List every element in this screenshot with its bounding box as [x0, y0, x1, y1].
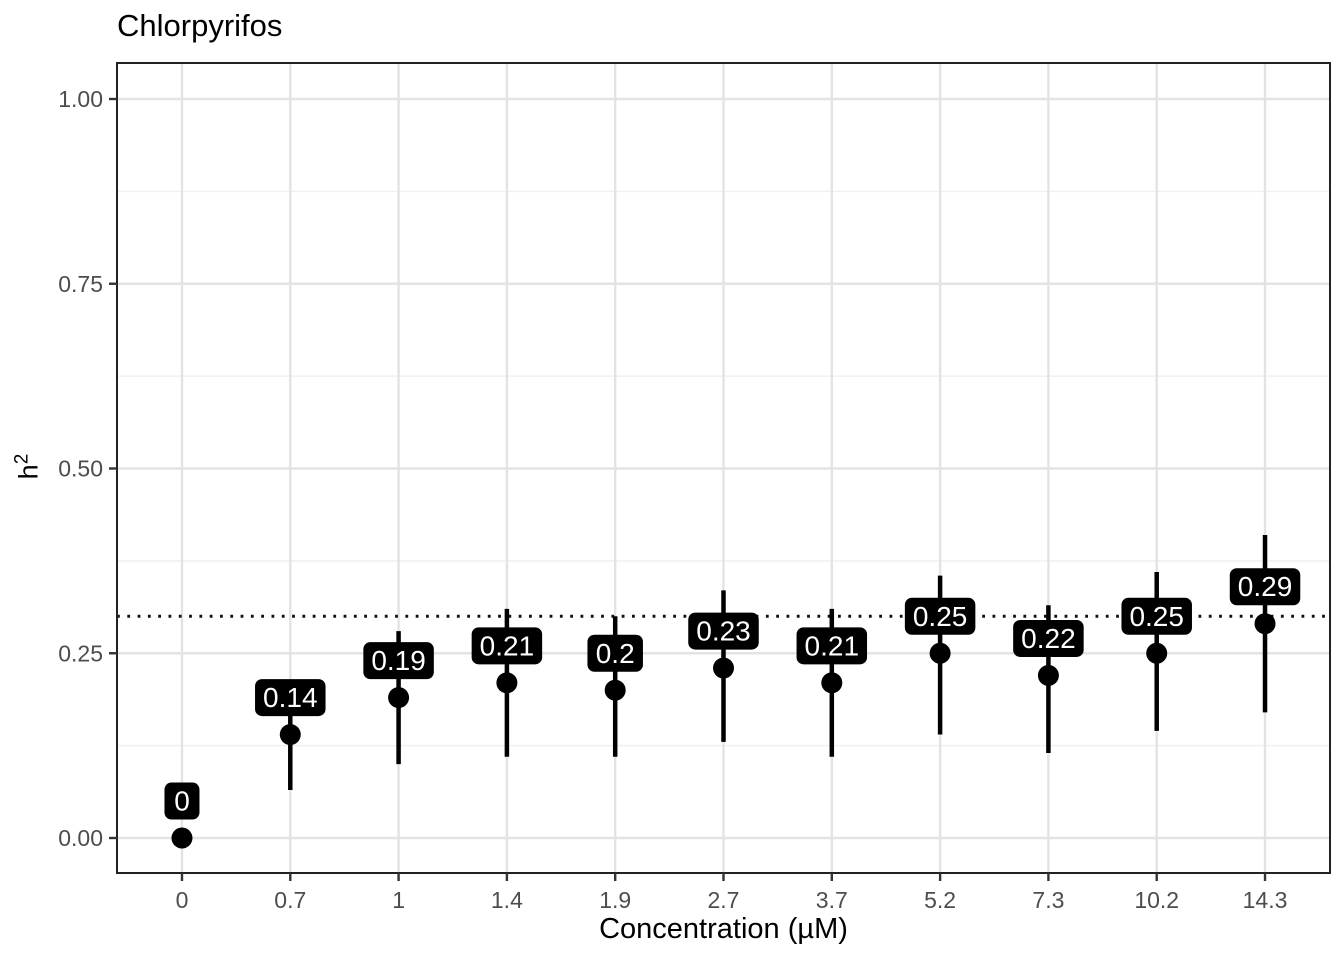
- data-point: [929, 642, 951, 664]
- point-label-value: 0.19: [371, 645, 426, 676]
- point-label-value: 0: [174, 786, 190, 817]
- x-tick-label: 2.7: [708, 887, 740, 913]
- point-label: 0: [164, 782, 200, 820]
- x-tick-label: 1: [392, 887, 405, 913]
- point-label: 0.21: [471, 627, 543, 665]
- point-label-box: [1229, 568, 1301, 606]
- y-axis-title-sup: 2: [11, 453, 33, 465]
- point-label-box: [471, 627, 543, 665]
- x-axis-title: Concentration (µM): [599, 913, 848, 945]
- point-label: 0.19: [363, 642, 434, 680]
- data-point: [388, 687, 410, 709]
- plot-title: Chlorpyrifos: [117, 8, 283, 43]
- point-label-value: 0.22: [1021, 623, 1076, 654]
- data-point: [1146, 642, 1168, 664]
- data-point: [713, 657, 734, 679]
- point-label-box: [164, 782, 200, 820]
- point-label-box: [363, 642, 434, 680]
- y-axis-title-base: h: [13, 464, 44, 480]
- data-point: [1037, 664, 1059, 686]
- point-label: 0.25: [1121, 597, 1192, 635]
- point-label-value: 0.14: [263, 682, 318, 713]
- x-tick-label: 10.2: [1134, 887, 1179, 913]
- y-tick-label: 0.75: [58, 271, 103, 297]
- point-label-box: [904, 597, 976, 635]
- point-label: 0.29: [1229, 568, 1301, 606]
- x-tick-label: 3.7: [816, 887, 848, 913]
- point-label: 0.23: [688, 612, 759, 650]
- y-axis-title: h2: [12, 392, 45, 542]
- data-point: [604, 679, 626, 701]
- point-label: 0.14: [255, 679, 326, 717]
- point-label-value: 0.21: [480, 630, 535, 661]
- y-tick-label: 0.25: [58, 640, 103, 666]
- x-tick-label: 14.3: [1243, 887, 1288, 913]
- point-label-box: [587, 634, 643, 672]
- point-label-box: [796, 627, 868, 665]
- point-label: 0.22: [1013, 619, 1084, 657]
- x-tick-label: 7.3: [1032, 887, 1064, 913]
- data-point: [1254, 613, 1276, 635]
- x-tick-label: 0: [176, 887, 189, 913]
- point-label-box: [1121, 597, 1192, 635]
- y-tick-label: 0.00: [58, 825, 103, 851]
- point-label-value: 0.2: [596, 638, 635, 669]
- point-label: 0.2: [587, 634, 643, 672]
- data-point: [279, 724, 301, 746]
- y-tick-label: 0.50: [58, 456, 103, 482]
- x-tick-label: 5.2: [924, 887, 956, 913]
- data-point: [171, 827, 193, 849]
- data-point: [496, 672, 518, 694]
- point-label: 0.25: [904, 597, 976, 635]
- point-label-value: 0.29: [1238, 571, 1293, 602]
- y-tick-label: 1.00: [58, 86, 103, 112]
- point-label-value: 0.25: [1129, 601, 1184, 632]
- x-tick-label: 1.4: [491, 887, 523, 913]
- x-tick-label: 1.9: [599, 887, 631, 913]
- point-label-value: 0.23: [696, 616, 751, 647]
- x-tick-label: 0.7: [274, 887, 306, 913]
- point-label-value: 0.25: [913, 601, 968, 632]
- data-point: [821, 672, 843, 694]
- point-label-box: [1013, 619, 1084, 657]
- point-label: 0.21: [796, 627, 868, 665]
- point-label-box: [255, 679, 326, 717]
- point-label-box: [688, 612, 759, 650]
- point-label-value: 0.21: [805, 630, 860, 661]
